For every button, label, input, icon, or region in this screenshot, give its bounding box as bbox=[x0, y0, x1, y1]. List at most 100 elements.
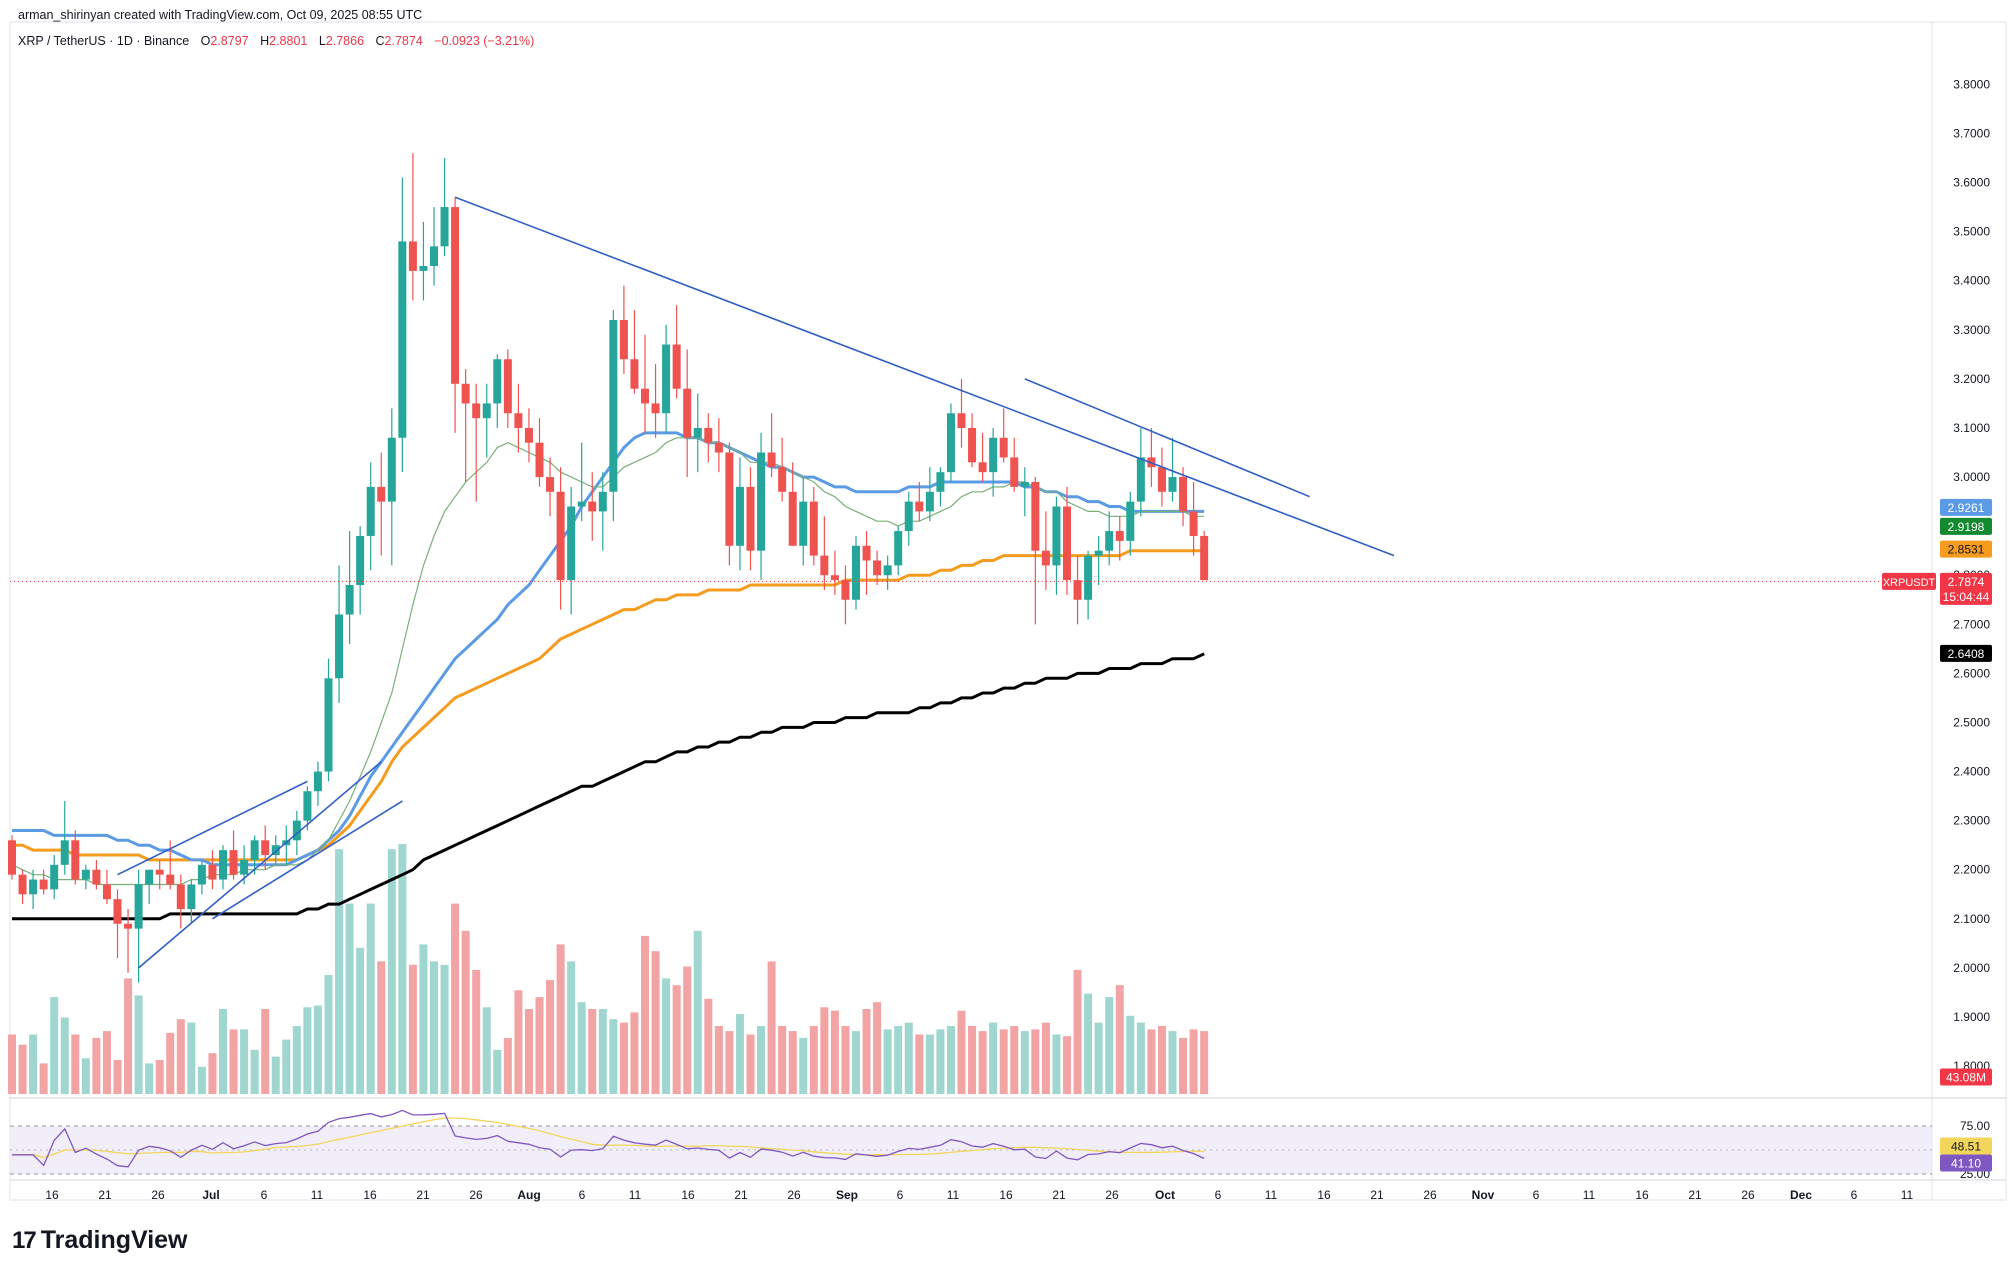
change-value: −0.0923 (−3.21%) bbox=[434, 34, 535, 48]
candle-body bbox=[29, 879, 38, 895]
volume-bar bbox=[250, 1049, 259, 1094]
x-tick-label: 6 bbox=[1215, 1188, 1222, 1202]
candle-body bbox=[609, 319, 618, 492]
candle-body bbox=[1063, 506, 1071, 581]
x-tick-label: 26 bbox=[469, 1188, 483, 1202]
volume-bar bbox=[187, 1022, 196, 1094]
volume-bar bbox=[229, 1029, 238, 1094]
ma50-line bbox=[12, 431, 1205, 867]
price-label-text: 2.6408 bbox=[1948, 647, 1985, 661]
close-label: C bbox=[375, 34, 385, 48]
candle-body bbox=[482, 403, 491, 419]
candle-body bbox=[778, 467, 787, 492]
rsi-label-text: 48.51 bbox=[1951, 1140, 1981, 1154]
candle-body bbox=[714, 442, 723, 453]
volume-bar bbox=[271, 1056, 280, 1094]
volume-bar bbox=[1094, 1022, 1103, 1094]
volume-bar bbox=[134, 995, 143, 1094]
volume-bar bbox=[92, 1037, 101, 1094]
price-label-countdown: 15:04:44 bbox=[1943, 590, 1990, 604]
volume-bar bbox=[102, 1031, 111, 1094]
price-chart[interactable]: 1.80001.90002.00002.10002.20002.30002.40… bbox=[0, 0, 2014, 1220]
candle-body bbox=[862, 545, 871, 561]
x-tick-label: 11 bbox=[1265, 1188, 1278, 1202]
candle-body bbox=[430, 246, 438, 266]
x-tick-label: 6 bbox=[579, 1188, 586, 1202]
volume-bar bbox=[925, 1034, 934, 1094]
candle-body bbox=[219, 850, 227, 880]
candle-body bbox=[904, 501, 913, 532]
candle-body bbox=[493, 359, 502, 404]
volume-bar bbox=[419, 944, 428, 1094]
candle-body bbox=[335, 614, 344, 679]
candle-body bbox=[39, 879, 48, 890]
volume-bar bbox=[366, 903, 375, 1094]
price-label-bg bbox=[1940, 517, 1992, 535]
candle-body bbox=[92, 869, 101, 885]
candle-body bbox=[197, 864, 206, 885]
candle-body bbox=[166, 874, 175, 885]
volume-bar bbox=[873, 1002, 882, 1094]
y-axis: 1.80001.90002.00002.10002.20002.30002.40… bbox=[1953, 77, 1990, 1073]
volume-bar bbox=[862, 1009, 871, 1094]
candle-body bbox=[820, 555, 829, 576]
candle-body bbox=[155, 869, 164, 875]
candle-body bbox=[925, 491, 934, 512]
volume-bar bbox=[60, 1017, 69, 1094]
candle-body bbox=[18, 874, 27, 895]
trendline bbox=[117, 780, 308, 876]
symbol-name[interactable]: XRP / TetherUS · 1D · Binance bbox=[18, 34, 190, 48]
price-label-text: 2.9198 bbox=[1948, 520, 1985, 534]
x-tick-label: 26 bbox=[1105, 1188, 1119, 1202]
candle-body bbox=[683, 388, 692, 438]
y-tick-label: 2.1000 bbox=[1953, 912, 1990, 926]
volume-bar bbox=[176, 1019, 185, 1094]
y-tick-label: 2.0000 bbox=[1953, 961, 1990, 975]
candle-body bbox=[8, 840, 16, 875]
volume-bar bbox=[461, 930, 470, 1094]
candle-body bbox=[1041, 550, 1050, 566]
candle-body bbox=[630, 359, 639, 389]
candle-body bbox=[651, 403, 660, 414]
volume-bar bbox=[978, 1031, 987, 1094]
candle-body bbox=[50, 864, 59, 890]
candle-body bbox=[134, 884, 143, 929]
trendlines bbox=[117, 196, 1395, 969]
candle-body bbox=[408, 241, 417, 271]
candle-body bbox=[503, 359, 512, 414]
candle-body bbox=[577, 501, 586, 507]
volume-bar bbox=[124, 978, 133, 1094]
candle-body bbox=[71, 840, 80, 880]
y-tick-label: 3.4000 bbox=[1953, 274, 1990, 288]
volume-bar bbox=[1031, 1029, 1040, 1094]
candle-body bbox=[250, 840, 259, 860]
volume-bar bbox=[641, 935, 649, 1094]
x-axis: 16 21 26 Jul 6 11 16 21 26 Aug 6 11 16 21 26 Sep 6 11 16 21… bbox=[45, 1188, 1913, 1202]
volume-bar bbox=[292, 1026, 301, 1094]
candle-body bbox=[387, 437, 396, 502]
volume-bar bbox=[1020, 1031, 1029, 1094]
rsi-ma-line bbox=[12, 1117, 1205, 1159]
volume-bar bbox=[503, 1037, 512, 1094]
tradingview-logo[interactable]: 17 TradingView bbox=[12, 1226, 188, 1255]
high-label: H bbox=[260, 34, 270, 48]
volume-bar bbox=[29, 1034, 38, 1094]
candle-body bbox=[799, 501, 808, 546]
y-tick-label: 2.4000 bbox=[1953, 765, 1990, 779]
x-tick-label: 21 bbox=[98, 1188, 112, 1202]
volume-bar bbox=[345, 903, 354, 1094]
candle-body bbox=[641, 388, 649, 404]
x-tick-label: Nov bbox=[1472, 1188, 1495, 1202]
close-value: 2.7874 bbox=[384, 34, 423, 48]
candle-body bbox=[957, 413, 966, 428]
candle-body bbox=[345, 585, 354, 615]
chart-credit: arman_shirinyan created with TradingView… bbox=[18, 8, 423, 22]
volume-bar bbox=[482, 1007, 491, 1094]
volume-bar bbox=[1126, 1015, 1135, 1094]
volume-bar bbox=[1084, 993, 1093, 1094]
volume-bar bbox=[313, 1005, 322, 1094]
candle-body bbox=[1115, 531, 1124, 541]
x-tick-label: Oct bbox=[1155, 1188, 1175, 1202]
